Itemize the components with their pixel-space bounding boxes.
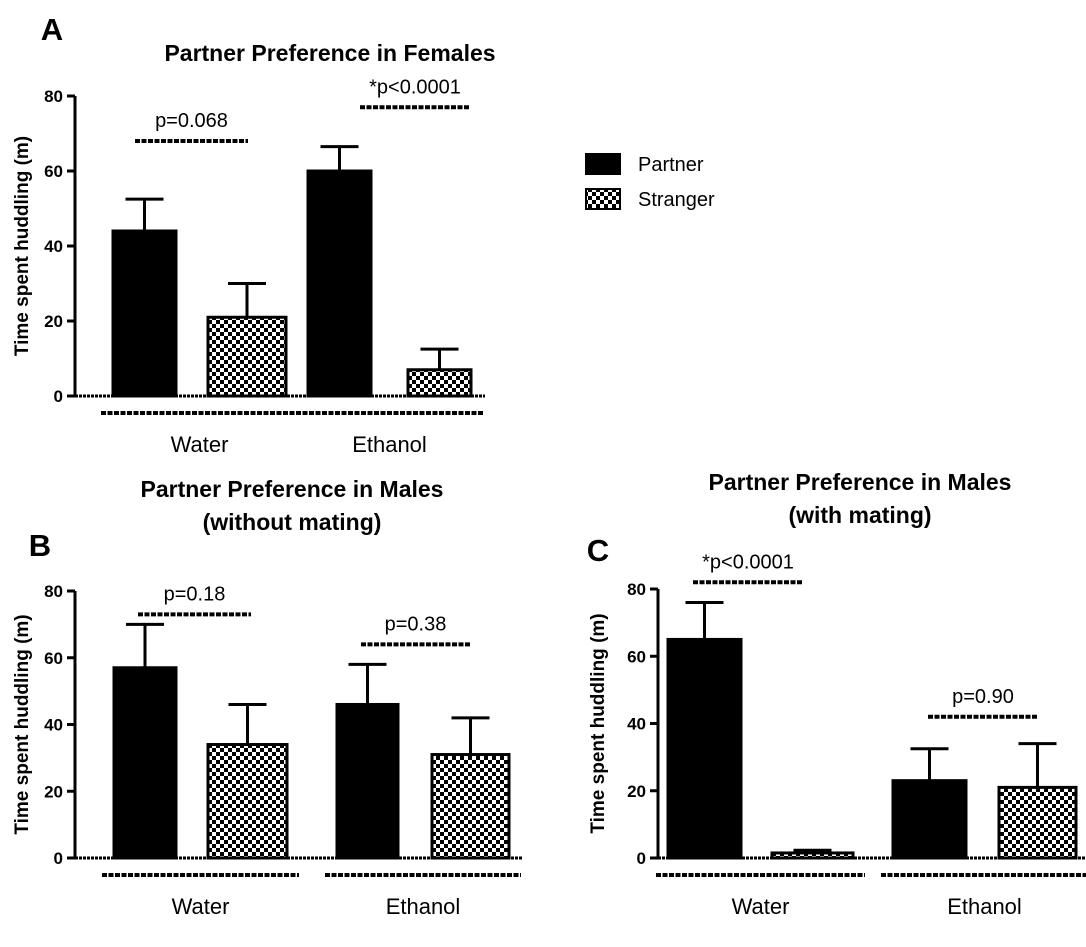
bar-stranger xyxy=(770,851,855,860)
category-label: Ethanol xyxy=(386,894,461,919)
y-tick-label: 0 xyxy=(54,849,63,868)
y-tick-label: 60 xyxy=(44,162,63,181)
y-tick-label: 20 xyxy=(627,782,646,801)
y-tick-label: 80 xyxy=(44,87,63,106)
chart-title: Partner Preference in Males xyxy=(141,476,444,502)
p-value-annotation: p=0.068 xyxy=(155,110,228,132)
category-label: Ethanol xyxy=(352,432,427,457)
p-value-annotation: p=0.90 xyxy=(952,686,1014,708)
bar-stranger xyxy=(406,368,473,398)
y-tick-label: 60 xyxy=(627,647,646,666)
panel-C: C Partner Preference in Males (with mating… xyxy=(587,469,1086,919)
panel-letter: A xyxy=(41,12,63,47)
bar-stranger xyxy=(997,785,1078,860)
bar-stranger xyxy=(206,743,289,860)
y-tick-label: 40 xyxy=(44,716,63,735)
category-label: Water xyxy=(172,894,230,919)
bar-partner xyxy=(111,229,178,398)
y-tick-label: 40 xyxy=(44,237,63,256)
panel-letter: B xyxy=(29,528,51,563)
y-axis-label: Time spent huddling (m) xyxy=(588,613,609,833)
legend-label: Partner xyxy=(638,154,704,176)
bar-stranger xyxy=(430,753,511,860)
p-value-annotation: p=0.38 xyxy=(385,613,447,635)
p-value-annotation: p=0.18 xyxy=(164,583,226,605)
bar-partner xyxy=(112,666,178,860)
bar-stranger xyxy=(206,315,288,398)
y-tick-label: 20 xyxy=(44,312,63,331)
y-axis-label: Time spent huddling (m) xyxy=(12,136,33,356)
chart-title: Partner Preference in Females xyxy=(164,40,495,66)
y-tick-label: 60 xyxy=(44,649,63,668)
legend-label: Stranger xyxy=(638,189,715,211)
bar-partner xyxy=(335,702,400,860)
y-tick-label: 80 xyxy=(627,580,646,599)
y-tick-label: 20 xyxy=(44,782,63,801)
chart-title: (with mating) xyxy=(788,502,931,528)
bar-partner xyxy=(666,637,743,860)
category-label: Water xyxy=(732,894,790,919)
chart-title: (without mating) xyxy=(203,509,382,535)
legend-swatch xyxy=(585,153,621,175)
chart-title: Partner Preference in Males xyxy=(709,469,1012,495)
y-tick-label: 40 xyxy=(627,715,646,734)
legend-swatch xyxy=(585,188,621,210)
p-value-annotation: *p<0.0001 xyxy=(369,76,461,98)
legend: Partner Stranger xyxy=(585,153,715,211)
panel-letter: C xyxy=(587,533,609,568)
bar-partner xyxy=(891,779,968,860)
p-value-annotation: *p<0.0001 xyxy=(702,551,794,573)
y-tick-label: 0 xyxy=(54,387,63,406)
category-label: Water xyxy=(171,432,229,457)
category-label: Ethanol xyxy=(947,894,1022,919)
bar-partner xyxy=(306,169,373,398)
y-tick-label: 0 xyxy=(637,849,646,868)
y-axis-label: Time spent huddling (m) xyxy=(12,614,33,834)
panel-B: B Partner Preference in Males (without mat… xyxy=(12,476,523,919)
y-tick-label: 80 xyxy=(44,582,63,601)
panel-A: A Partner Preference in Females 0 20 40 60 80 T… xyxy=(12,12,715,457)
